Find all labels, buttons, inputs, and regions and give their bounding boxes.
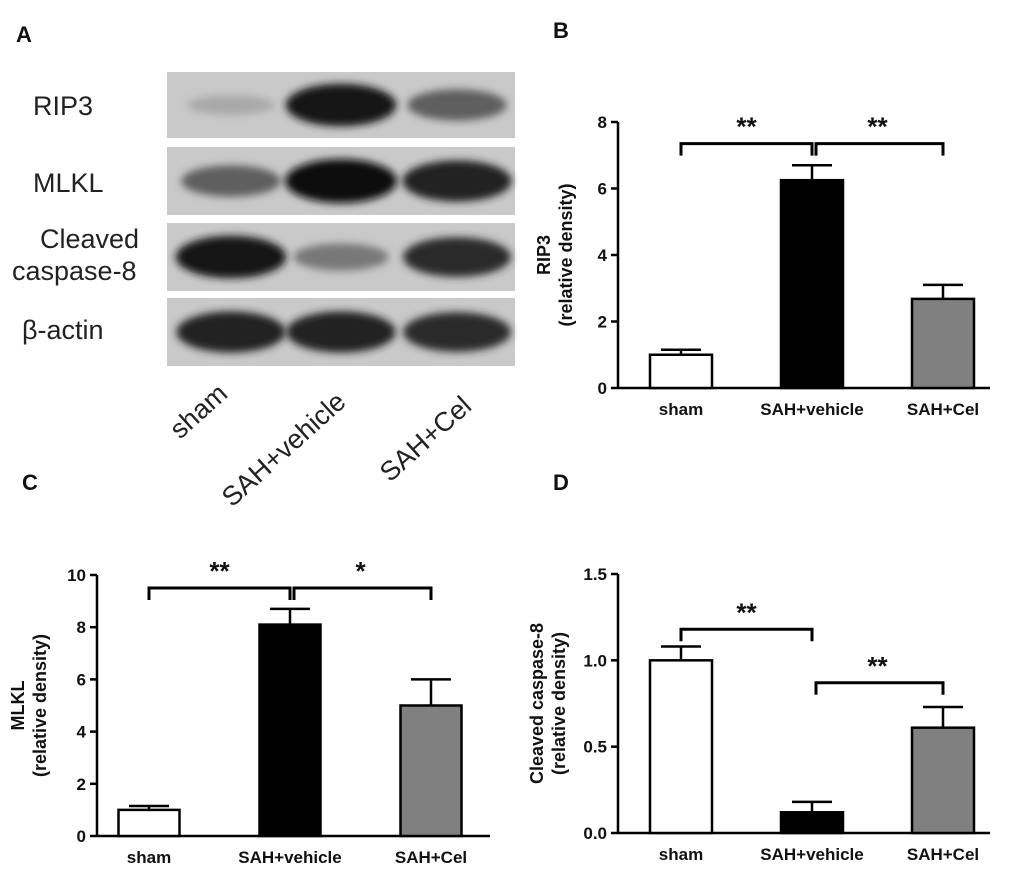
band-beta-actin-sah-cel — [403, 312, 511, 352]
blot-label-caspase-8: caspase-8 — [12, 256, 137, 286]
significance-bracket — [292, 586, 433, 601]
y-tick-label: 0 — [77, 827, 86, 846]
significance-bracket — [147, 586, 292, 601]
y-tick-label: 4 — [598, 246, 608, 265]
y-tick-label: 1.0 — [583, 651, 607, 670]
category-label: SAH+vehicle — [238, 848, 341, 867]
bar-sah-cel — [910, 726, 976, 835]
significance-bracket — [814, 142, 945, 156]
significance-label: ** — [736, 597, 757, 627]
category-label: SAH+Cel — [907, 400, 979, 419]
lane-label-sham: sham — [164, 378, 233, 444]
category-label: sham — [659, 845, 703, 864]
band-rip3-sah-vehicle — [285, 83, 397, 127]
bar-sah-vehicle — [779, 811, 845, 835]
category-label: SAH+Cel — [907, 845, 979, 864]
significance-label: ** — [867, 112, 888, 142]
band-cleaved-caspase-8-sah-cel — [403, 237, 511, 277]
blot-label-rip3: RIP3 — [33, 91, 93, 121]
y-axis-title: RIP3 — [534, 235, 554, 275]
band-mlkl-sham — [181, 165, 281, 197]
band-mlkl-sah-cel — [402, 160, 512, 202]
significance-bracket — [679, 627, 814, 642]
y-tick-label: 4 — [77, 723, 87, 742]
panel-letter-c: C — [22, 470, 38, 495]
category-label: SAH+Cel — [395, 848, 467, 867]
y-axis-subtitle: (relative density) — [30, 634, 50, 777]
significance-label: ** — [736, 112, 757, 142]
y-tick-label: 2 — [598, 313, 607, 332]
blot-label-cleaved: Cleaved — [40, 224, 139, 254]
panel-letter-d: D — [553, 470, 569, 495]
category-label: SAH+vehicle — [760, 845, 863, 864]
y-tick-label: 6 — [77, 670, 86, 689]
panel-letter-b: B — [553, 18, 569, 43]
chart-b-rip3: 0 2 4 6 8 sham SAH+vehicle SAH+Cel ** ** RIP3 (rela… — [534, 112, 990, 419]
band-rip3-sham — [187, 95, 275, 115]
y-tick-label: 2 — [77, 775, 86, 794]
band-rip3-sah-cel — [407, 89, 507, 121]
y-axis-title: Cleaved caspase-8 — [527, 623, 547, 784]
significance-bracket — [679, 142, 814, 156]
blot-label-mlkl: MLKL — [33, 168, 104, 198]
y-tick-label: 8 — [77, 618, 86, 637]
significance-label: ** — [209, 556, 230, 586]
bar-sham — [648, 353, 714, 390]
y-axis-subtitle: (relative density) — [556, 183, 576, 326]
band-cleaved-caspase-8-sah-vehicle — [293, 243, 389, 271]
chart-d-cleaved-caspase-8: 0.0 0.5 1.0 1.5 sham SAH+vehicle SAH+Cel ** ** Cl… — [527, 565, 990, 864]
significance-label: * — [355, 556, 366, 586]
bar-sham — [117, 808, 181, 838]
lane-label-sah-cel: SAH+Cel — [374, 390, 477, 487]
y-tick-label: 1.5 — [583, 565, 607, 584]
y-tick-label: 0.0 — [583, 824, 607, 843]
y-tick-label: 0.5 — [583, 738, 607, 757]
y-tick-label: 0 — [598, 379, 607, 398]
category-label: sham — [127, 848, 171, 867]
band-cleaved-caspase-8-sham — [175, 235, 287, 279]
lane-label-sah-vehicle: SAH+vehicle — [216, 386, 352, 512]
bar-sah-cel — [399, 704, 463, 838]
western-blot: RIP3 MLKL Cleaved caspase-8 β-actin sham… — [12, 72, 515, 512]
category-label: sham — [659, 400, 703, 419]
y-tick-label: 8 — [598, 113, 607, 132]
bar-sah-vehicle — [779, 178, 845, 390]
y-tick-label: 10 — [67, 566, 86, 585]
band-beta-actin-sah-vehicle — [286, 311, 396, 353]
y-axis-subtitle: (relative density) — [549, 632, 569, 775]
y-axis-title: MLKL — [8, 681, 28, 731]
bar-sham — [648, 659, 714, 835]
y-tick-label: 6 — [598, 180, 607, 199]
bar-sah-vehicle — [258, 623, 322, 838]
panel-letter-a: A — [16, 22, 32, 47]
significance-label: ** — [867, 651, 888, 681]
significance-bracket — [814, 681, 945, 695]
category-label: SAH+vehicle — [760, 400, 863, 419]
band-mlkl-sah-vehicle — [285, 159, 397, 203]
band-beta-actin-sham — [176, 311, 286, 353]
blot-label-beta-actin: β-actin — [22, 315, 104, 345]
bar-sah-cel — [910, 297, 976, 390]
